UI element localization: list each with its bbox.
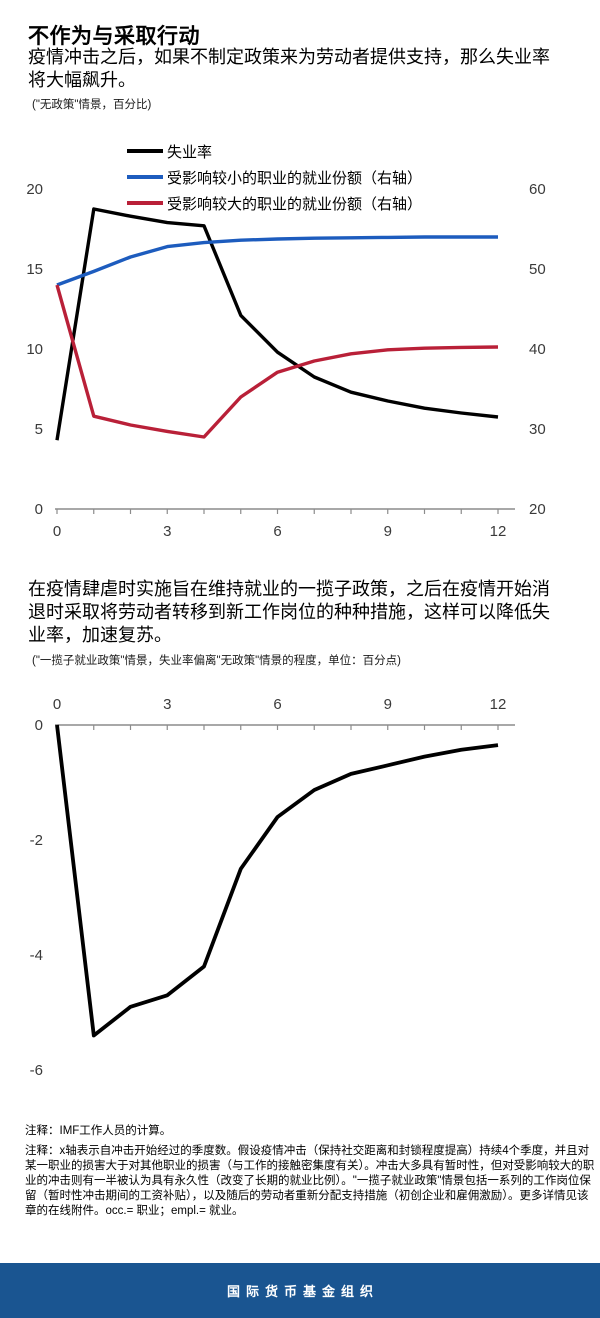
legend-label: 受影响较大的职业的就业份额（右轴） [167, 195, 423, 213]
x-tick-label: 9 [384, 696, 392, 713]
y-tick-label: -4 [30, 947, 43, 964]
chart2-caption: ("一揽子就业政策"情景，失业率偏离"无政策"情景的程度，单位：百分点) [32, 655, 401, 667]
footer-bar: 国际货币基金组织 [0, 1263, 600, 1318]
series-line [55, 207, 499, 441]
policy-scenario-chart-svg: 0 3 6 9 12 0 -2 -4 -6 [30, 696, 515, 1079]
page-title: 不作为与采取行动 [28, 25, 200, 48]
series-line [55, 284, 499, 439]
y-tick-label: 40 [529, 341, 546, 358]
x-tick-label: 0 [53, 696, 61, 713]
chart1-legend: 失业率 受影响较小的职业的就业份额（右轴） 受影响较大的职业的就业份额（右轴） [127, 138, 422, 216]
x-tick-label: 12 [490, 696, 507, 713]
legend-swatch-blue-line [127, 175, 163, 179]
chart1-block: 0 3 6 9 12 0 5 10 15 20 20 30 40 50 60 失业率 受影响较小的职业的就业… [0, 115, 600, 545]
y-tick-label: 20 [529, 501, 546, 518]
y-tick-label: -6 [30, 1062, 43, 1079]
legend-label: 受影响较小的职业的就业份额（右轴） [167, 169, 423, 187]
x-tick-label: 6 [273, 523, 281, 540]
x-tick-label: 6 [273, 696, 281, 713]
legend-item-more-affected: 受影响较大的职业的就业份额（右轴） [127, 190, 422, 216]
x-tick-label: 3 [163, 696, 171, 713]
legend-swatch-red-line [127, 201, 163, 205]
note-source: 注释：IMF工作人员的计算。 [25, 1125, 172, 1137]
imf-logo-text: 国际货币基金组织 [226, 1284, 379, 1299]
middle-heading: 在疫情肆虐时实施旨在维持就业的一揽子政策，之后在疫情开始消退时采取将劳动者转移到… [28, 579, 550, 645]
y-tick-label: 30 [529, 421, 546, 438]
x-tick-label: 0 [53, 523, 61, 540]
series-line [55, 724, 499, 1038]
y-tick-label: 15 [26, 261, 43, 278]
x-tick-label: 3 [163, 523, 171, 540]
legend-label: 失业率 [167, 143, 213, 161]
x-tick-label: 9 [384, 523, 392, 540]
unemployment-chart-svg: 0 3 6 9 12 0 5 10 15 20 20 30 40 50 60 [26, 181, 546, 540]
legend-item-less-affected: 受影响较小的职业的就业份额（右轴） [127, 164, 422, 190]
chart1-caption: ("无政策"情景，百分比) [32, 99, 152, 111]
y-tick-label: 50 [529, 261, 546, 278]
series-line [56, 235, 498, 287]
y-tick-label: 0 [35, 501, 43, 518]
legend-swatch-black-line [127, 149, 163, 153]
y-tick-label: 5 [35, 421, 43, 438]
y-tick-label: 10 [26, 341, 43, 358]
y-tick-label: 20 [26, 181, 43, 198]
page-subtitle: 疫情冲击之后，如果不制定政策来为劳动者提供支持，那么失业率将大幅飙升。 [28, 47, 550, 90]
y-tick-label: 60 [529, 181, 546, 198]
notes-block: 注释：IMF工作人员的计算。 注释：x轴表示自冲击开始经过的季度数。假设疫情冲击… [25, 1124, 595, 1219]
chart2-block: 0 3 6 9 12 0 -2 -4 -6 [0, 678, 600, 1108]
y-tick-label: -2 [30, 832, 43, 849]
legend-item-unemployment: 失业率 [127, 138, 422, 164]
x-tick-label: 12 [490, 523, 507, 540]
y-tick-label: 0 [35, 717, 43, 734]
note-methodology: 注释：x轴表示自冲击开始经过的季度数。假设疫情冲击（保持社交距离和封锁程度提高）… [25, 1145, 595, 1217]
